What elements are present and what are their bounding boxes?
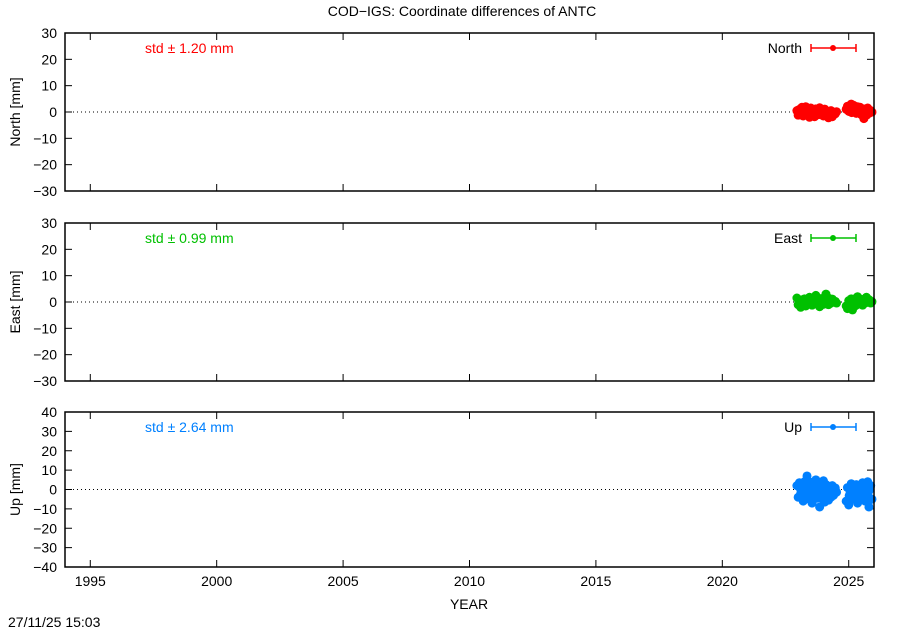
x-tick-label: 1995: [75, 573, 106, 589]
plot-frame: [64, 32, 875, 192]
legend-marker: [830, 235, 836, 241]
y-tick-label: 10: [41, 462, 57, 478]
x-tick-label: 2020: [707, 573, 738, 589]
x-tick-label: 2005: [328, 573, 359, 589]
plot-frame: [64, 411, 875, 568]
x-tick-label: 2025: [833, 573, 864, 589]
y-tick-label: 0: [49, 294, 57, 310]
data-point: [867, 297, 877, 307]
data-point: [867, 107, 877, 117]
y-tick-label: 20: [41, 241, 57, 257]
y-axis-label: Up [mm]: [7, 463, 23, 516]
data-point: [832, 298, 842, 308]
y-tick-label: 0: [49, 482, 57, 498]
plot-frame: [64, 222, 875, 382]
y-tick-label: −40: [33, 559, 57, 575]
data-point: [866, 481, 876, 491]
y-tick-label: −10: [33, 501, 57, 517]
y-tick-label: 0: [49, 104, 57, 120]
y-tick-label: 20: [41, 443, 57, 459]
legend-label: North: [768, 40, 802, 56]
timestamp: 27/11/25 15:03: [8, 614, 101, 630]
legend-marker: [830, 45, 836, 51]
x-tick-label: 2000: [201, 573, 232, 589]
data-point: [832, 107, 842, 117]
y-tick-label: 10: [41, 78, 57, 94]
y-tick-label: 40: [41, 404, 57, 420]
y-axis-label: North [mm]: [7, 77, 23, 146]
x-axis-label: YEAR: [450, 596, 488, 612]
chart-title: COD−IGS: Coordinate differences of ANTC: [328, 3, 597, 19]
y-tick-label: −10: [33, 320, 57, 336]
std-label: std ± 1.20 mm: [145, 40, 234, 56]
y-tick-label: −20: [33, 157, 57, 173]
y-tick-label: 20: [41, 51, 57, 67]
y-axis-label: East [mm]: [7, 270, 23, 333]
y-tick-label: 30: [41, 25, 57, 41]
data-point: [832, 487, 842, 497]
std-label: std ± 2.64 mm: [145, 419, 234, 435]
legend-marker: [830, 424, 836, 430]
x-tick-label: 2010: [454, 573, 485, 589]
y-tick-label: −20: [33, 347, 57, 363]
legend-label: East: [774, 230, 802, 246]
x-tick-label: 2015: [580, 573, 611, 589]
y-tick-label: 30: [41, 423, 57, 439]
data-point: [864, 502, 874, 512]
std-label: std ± 0.99 mm: [145, 230, 234, 246]
y-tick-label: −20: [33, 520, 57, 536]
y-tick-label: −30: [33, 373, 57, 389]
y-tick-label: 10: [41, 268, 57, 284]
y-tick-label: 30: [41, 215, 57, 231]
y-tick-label: −30: [33, 183, 57, 199]
y-tick-label: −30: [33, 540, 57, 556]
data-point: [867, 494, 877, 504]
y-tick-label: −10: [33, 130, 57, 146]
legend-label: Up: [784, 419, 802, 435]
